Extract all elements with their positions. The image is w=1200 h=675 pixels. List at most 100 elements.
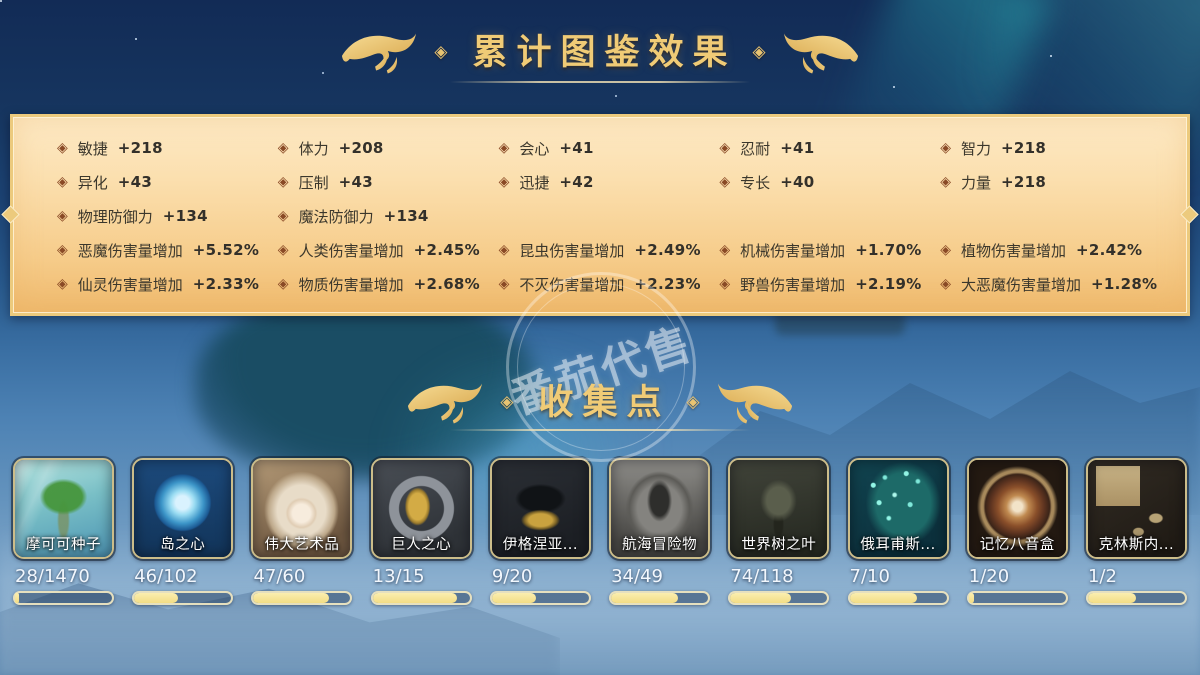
collection-name: 航海冒险物 [622,537,698,553]
collection-tile[interactable]: 记忆八音盒 [966,458,1068,559]
stat-cell: ◈ 大恶魔伤害量增加 +1.28% [940,274,1161,295]
progress-fill [1087,593,1137,603]
memory-music-box-icon [968,460,1066,557]
collection-title: 收集点 [538,381,671,423]
stat-bullet-icon: ◈ [498,140,510,156]
collection-tile[interactable]: 岛之心 [132,458,234,559]
stat-value: +218 [117,139,163,157]
stat-label: 物质伤害量增加 [298,275,404,294]
collection-card[interactable]: 俄耳甫斯... 7/10 [847,458,949,605]
voyage-adventure-icon [611,460,709,557]
collection-name: 岛之心 [160,537,206,553]
diamond-ornament-icon: ◈ [434,41,448,62]
stat-label: 昆虫伤害量增加 [519,241,625,260]
collection-name: 克林斯内... [1098,537,1175,553]
collection-tile[interactable]: 俄耳甫斯... [847,458,949,559]
flourish-right-icon [783,33,858,74]
stat-cell: ◈ 昆虫伤害量增加 +2.49% [499,240,720,261]
collection-tile[interactable]: 巨人之心 [370,458,472,559]
collection-tile[interactable]: 摩可可种子 [13,458,114,559]
collection-card[interactable]: 记忆八音盒 1/20 [966,458,1068,605]
stat-label: 机械伤害量增加 [740,241,846,260]
collection-count: 7/10 [849,566,890,587]
collection-card[interactable]: 伊格涅亚... 9/20 [489,458,591,605]
stat-value: +42 [559,173,594,191]
collection-progressbar [847,591,949,605]
stat-bullet-icon: ◈ [498,174,510,190]
island-heart-icon [134,460,232,557]
diamond-ornament-icon: ◈ [752,41,766,62]
stat-label: 迅捷 [519,173,550,192]
stat-bullet-icon: ◈ [57,140,68,156]
stat-value: +2.23% [634,275,701,293]
progress-fill [849,593,918,603]
collection-tile[interactable]: 伟大艺术品 [251,458,353,559]
collection-card[interactable]: 航海冒险物 34/49 [609,458,711,605]
collection-tile[interactable]: 世界树之叶 [728,458,830,559]
collection-progressbar [251,591,353,605]
stat-label: 仙灵伤害量增加 [77,275,183,294]
collection-count: 34/49 [611,566,663,587]
stat-label: 力量 [960,173,991,192]
stat-cell: ◈ 恶魔伤害量增加 +5.52% [57,240,278,261]
collection-count: 28/1470 [15,566,90,587]
stat-label: 会心 [519,139,550,158]
collection-card[interactable]: 伟大艺术品 47/60 [251,458,353,605]
stat-bullet-icon: ◈ [940,174,951,190]
flourish-left-icon [408,383,483,424]
collection-count: 47/60 [253,566,306,587]
collection-card[interactable]: 世界树之叶 74/118 [728,458,830,605]
stat-label: 恶魔伤害量增加 [77,241,183,260]
collection-title-bar: ◈ 收集点 ◈ [0,376,1200,431]
flourish-left-icon [342,33,417,74]
stat-cell: ◈ 植物伤害量增加 +2.42% [940,240,1161,261]
stat-cell: ◈ 忍耐 +41 [719,138,940,159]
ignea-token-icon [491,460,589,557]
diamond-ornament-icon: ◈ [500,391,514,412]
stat-value: +1.28% [1090,275,1158,293]
collection-card[interactable]: 岛之心 46/102 [132,458,234,605]
collection-count: 46/102 [134,566,198,587]
stat-bullet-icon: ◈ [719,276,731,292]
collection-tile[interactable]: 伊格涅亚... [489,458,591,559]
progress-fill [491,593,536,603]
stat-cell: ◈ 异化 +43 [57,172,278,193]
stat-value: +43 [338,173,373,191]
collection-card[interactable]: 克林斯内... 1/2 [1085,458,1187,605]
collection-card[interactable]: 巨人之心 13/15 [370,458,472,605]
stat-bullet-icon: ◈ [277,242,289,258]
effects-title-bar: ◈ 累计图鉴效果 ◈ [0,24,1200,83]
collection-name: 伟大艺术品 [264,537,340,553]
stat-value: +208 [338,139,384,157]
collection-tile[interactable]: 航海冒险物 [609,458,711,559]
stat-label: 敏捷 [77,139,108,158]
world-tree-leaf-icon [730,460,828,557]
stat-label: 忍耐 [740,139,771,158]
diamond-ornament-icon: ◈ [686,391,700,412]
progress-fill [134,593,178,603]
stat-cell: ◈ 迅捷 +42 [499,172,720,193]
stat-label: 大恶魔伤害量增加 [960,275,1081,294]
stat-cell: ◈ 仙灵伤害量增加 +2.33% [57,274,278,295]
flourish-right-icon [717,383,792,424]
title-underline [450,429,750,431]
stat-bullet-icon: ◈ [277,174,289,190]
great-artwork-icon [253,460,351,557]
stat-label: 智力 [960,139,991,158]
collection-tile[interactable]: 克林斯内... [1085,458,1187,559]
stat-value: +134 [383,207,429,225]
collection-name: 伊格涅亚... [502,537,579,553]
progress-fill [968,593,974,603]
stat-value: +41 [559,139,594,157]
effects-title: 累计图鉴效果 [472,31,737,73]
stars [0,0,2,2]
stat-value: +2.68% [413,275,481,293]
stat-value: +1.70% [855,241,922,259]
stat-bullet-icon: ◈ [498,276,510,292]
collection-name: 俄耳甫斯... [860,537,936,553]
collection-cards-row: 摩可可种子 28/1470 岛之心 46/102 伟大艺术品 47/60 巨人之心 13/15… [13,458,1187,605]
collection-name: 记忆八音盒 [979,537,1055,553]
stat-cell: ◈ 敏捷 +218 [57,138,278,159]
collection-card[interactable]: 摩可可种子 28/1470 [13,458,114,605]
